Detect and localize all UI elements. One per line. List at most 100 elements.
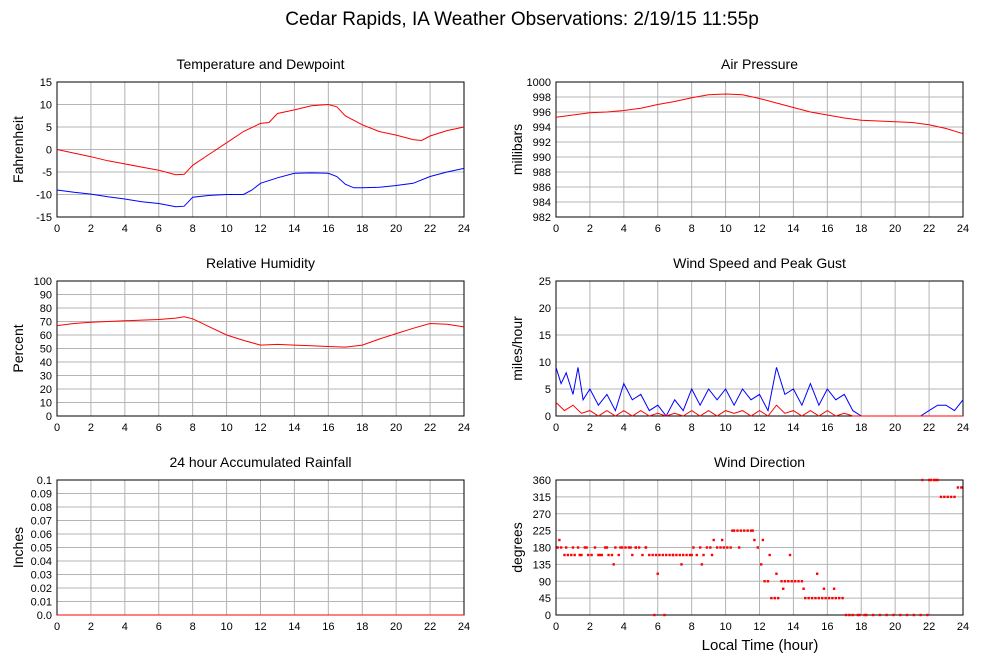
x-tick-label: 4	[621, 621, 627, 633]
scatter-point	[960, 486, 963, 489]
x-tick-label: 2	[88, 621, 94, 633]
y-tick-label: -5	[42, 167, 52, 179]
scatter-point	[570, 553, 573, 557]
y-tick-label: 0.01	[31, 597, 52, 609]
y-tick-label: 10	[40, 398, 52, 410]
x-tick-label: 8	[190, 223, 196, 235]
y-axis-label: Fahrenheit	[10, 116, 26, 183]
scatter-point	[603, 546, 607, 549]
x-tick-label: 16	[322, 621, 334, 633]
scatter-point	[921, 478, 924, 482]
y-tick-label: 982	[533, 212, 551, 224]
scatter-point	[776, 596, 780, 600]
x-tick-label: 18	[356, 621, 368, 633]
x-tick-label: 2	[88, 422, 94, 434]
x-tick-label: 0	[553, 621, 559, 633]
scatter-point	[578, 553, 581, 557]
scatter-point	[932, 478, 936, 482]
scatter-point	[953, 495, 956, 499]
x-tick-label: 12	[254, 621, 266, 633]
scatter-point	[619, 546, 622, 549]
y-tick-label: 30	[40, 371, 52, 383]
scatter-point	[654, 553, 658, 557]
y-tick-label: 0.04	[31, 556, 52, 568]
scatter-point	[926, 613, 929, 617]
y-tick-label: 990	[533, 152, 551, 164]
y-tick-label: 986	[533, 182, 551, 194]
scatter-point	[919, 613, 922, 617]
x-tick-label: 4	[122, 422, 128, 434]
x-tick-label: 4	[122, 621, 128, 633]
scatter-point	[790, 580, 793, 583]
scatter-point	[722, 546, 726, 549]
y-axis-label: Percent	[10, 324, 26, 372]
scatter-point	[756, 546, 760, 549]
scatter-point	[648, 553, 651, 557]
x-tick-label: 6	[156, 223, 162, 235]
scatter-point	[905, 613, 909, 617]
x-tick-label: 22	[923, 621, 935, 633]
x-tick-label: 6	[156, 422, 162, 434]
scatter-point	[590, 553, 593, 557]
x-tick-label: 20	[390, 621, 402, 633]
scatter-point	[838, 596, 841, 600]
x-tick-label: 6	[655, 223, 661, 235]
scatter-point	[620, 546, 624, 549]
y-tick-label: 100	[34, 276, 52, 288]
y-tick-label: 25	[539, 276, 551, 288]
chart-title: Wind Speed and Peak Gust	[673, 255, 846, 271]
scatter-point	[573, 553, 576, 557]
scatter-point	[766, 580, 770, 583]
scatter-point	[607, 553, 610, 557]
y-tick-label: 225	[533, 526, 551, 538]
scatter-point	[753, 538, 756, 542]
x-tick-label: 8	[190, 621, 196, 633]
y-tick-label: 70	[40, 317, 52, 329]
x-tick-label: 0	[54, 621, 60, 633]
y-tick-label: 40	[40, 357, 52, 369]
scatter-point	[851, 613, 854, 617]
scatter-point	[841, 596, 844, 600]
x-tick-label: 0	[553, 223, 559, 235]
scatter-point	[885, 613, 888, 617]
x-tick-label: 18	[356, 223, 368, 235]
scatter-point	[782, 587, 785, 590]
scatter-point	[751, 529, 754, 532]
x-tick-label: 10	[719, 223, 731, 235]
y-tick-label: 0	[46, 411, 52, 423]
scatter-point	[593, 546, 597, 549]
scatter-point	[793, 580, 797, 583]
scatter-point	[827, 596, 831, 600]
y-tick-label: 80	[40, 303, 52, 315]
scatter-point	[739, 529, 743, 532]
x-tick-label: 18	[855, 621, 867, 633]
scatter-point	[775, 572, 778, 575]
scatter-point	[804, 596, 807, 600]
scatter-point	[702, 553, 705, 557]
scatter-point	[580, 553, 583, 557]
x-tick-label: 6	[655, 422, 661, 434]
x-tick-label: 16	[322, 223, 334, 235]
scatter-point	[800, 580, 804, 583]
y-tick-label: 360	[533, 475, 551, 487]
x-tick-label: 24	[458, 621, 470, 633]
x-tick-label: 4	[621, 422, 627, 434]
x-tick-label: 10	[719, 621, 731, 633]
y-tick-label: 996	[533, 107, 551, 119]
plot-frame	[555, 280, 964, 417]
scatter-point	[627, 546, 631, 549]
x-tick-label: 8	[689, 422, 695, 434]
page-title: Cedar Rapids, IA Weather Observations: 2…	[285, 9, 759, 30]
scatter-point	[815, 572, 819, 575]
x-tick-label: 4	[621, 223, 627, 235]
scatter-point	[629, 546, 632, 549]
x-tick-label: 10	[220, 422, 232, 434]
scatter-point	[661, 553, 665, 557]
scatter-point	[731, 529, 734, 532]
scatter-point	[563, 553, 566, 557]
x-tick-label: 10	[719, 422, 731, 434]
